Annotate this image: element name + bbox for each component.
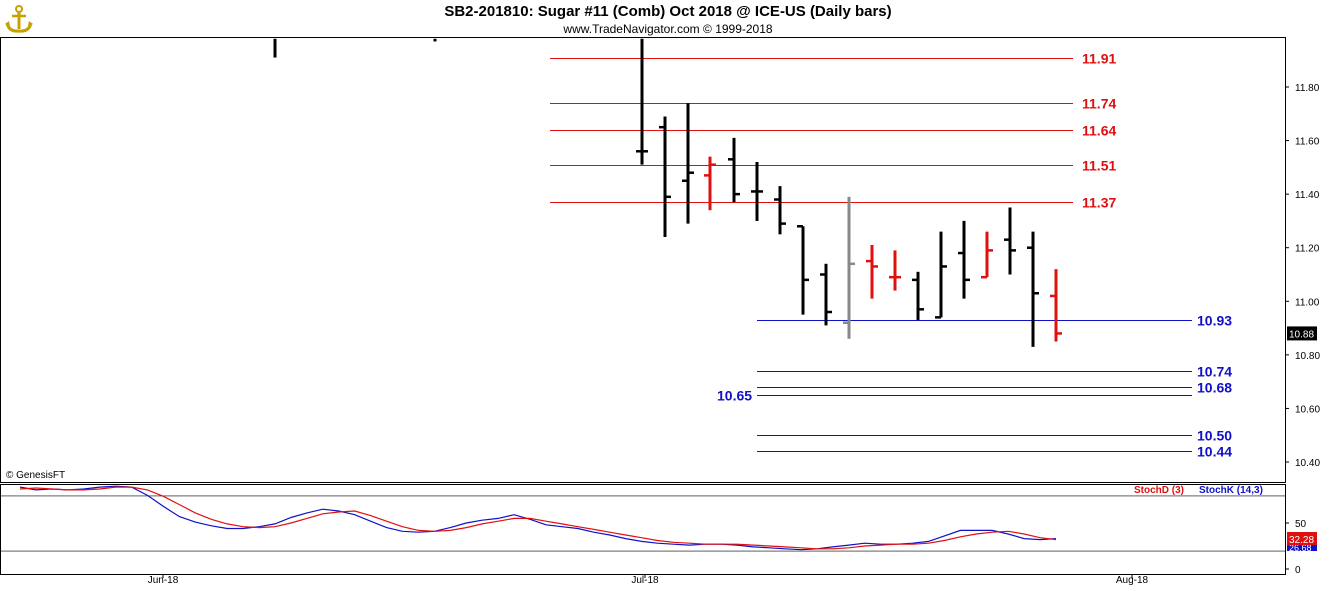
stoch-last-badge [1287, 532, 1317, 545]
price-tick-label: 11.20 [1295, 244, 1320, 255]
stoch-pane-border [0, 484, 1286, 575]
chart-subtitle: www.TradeNavigator.com © 1999-2018 [563, 22, 773, 36]
chart-header: SB2-201810: Sugar #11 (Comb) Oct 2018 @ … [0, 0, 1336, 36]
support-label: 10.74 [1197, 364, 1232, 380]
copyright-label: © GenesisFT [6, 470, 65, 481]
support-label: 10.68 [1197, 380, 1232, 396]
price-pane-border [0, 37, 1286, 483]
stoch-hidden-label: 26.68 [1289, 543, 1312, 553]
stoch-line-k [19, 485, 1057, 551]
last-price-badge [1287, 326, 1317, 341]
support-label: 10.44 [1197, 444, 1232, 460]
last-price-label: 10.88 [1289, 329, 1314, 340]
time-tick-label: Aug-18 [1116, 575, 1149, 586]
price-tick-label: 11.40 [1295, 190, 1320, 201]
price-tick-label: 10.80 [1295, 351, 1320, 362]
stoch-hidden-badge [1287, 544, 1317, 551]
price-tick-label: 10.60 [1295, 404, 1320, 415]
time-tick-label: Jul-18 [631, 575, 659, 586]
resistance-label: 11.64 [1082, 123, 1116, 139]
support-label: 10.50 [1197, 428, 1232, 444]
anchor-logo-icon [4, 3, 34, 35]
price-tick-label: 11.60 [1295, 137, 1320, 148]
stoch-line-d [19, 486, 1057, 550]
legend-stochk: StochK (14,3) [1199, 485, 1263, 496]
resistance-label: 11.37 [1082, 195, 1116, 211]
support-label: 10.65 [717, 388, 752, 404]
stoch-last-label: 32.28 [1289, 535, 1314, 546]
price-tick-label: 10.40 [1295, 458, 1320, 469]
stoch-tick-label: 0 [1295, 565, 1301, 576]
chart-title: SB2-201810: Sugar #11 (Comb) Oct 2018 @ … [444, 3, 892, 20]
price-tick-label: 11.00 [1295, 297, 1320, 308]
resistance-label: 11.91 [1082, 51, 1116, 67]
legend-stochd: StochD (3) [1134, 485, 1184, 496]
resistance-label: 11.51 [1082, 158, 1116, 174]
support-label: 10.93 [1197, 313, 1232, 329]
price-tick-label: 11.80 [1295, 83, 1320, 94]
time-tick-label: Jun-18 [148, 575, 179, 586]
resistance-label: 11.74 [1082, 96, 1116, 112]
stoch-tick-label: 50 [1295, 519, 1307, 530]
